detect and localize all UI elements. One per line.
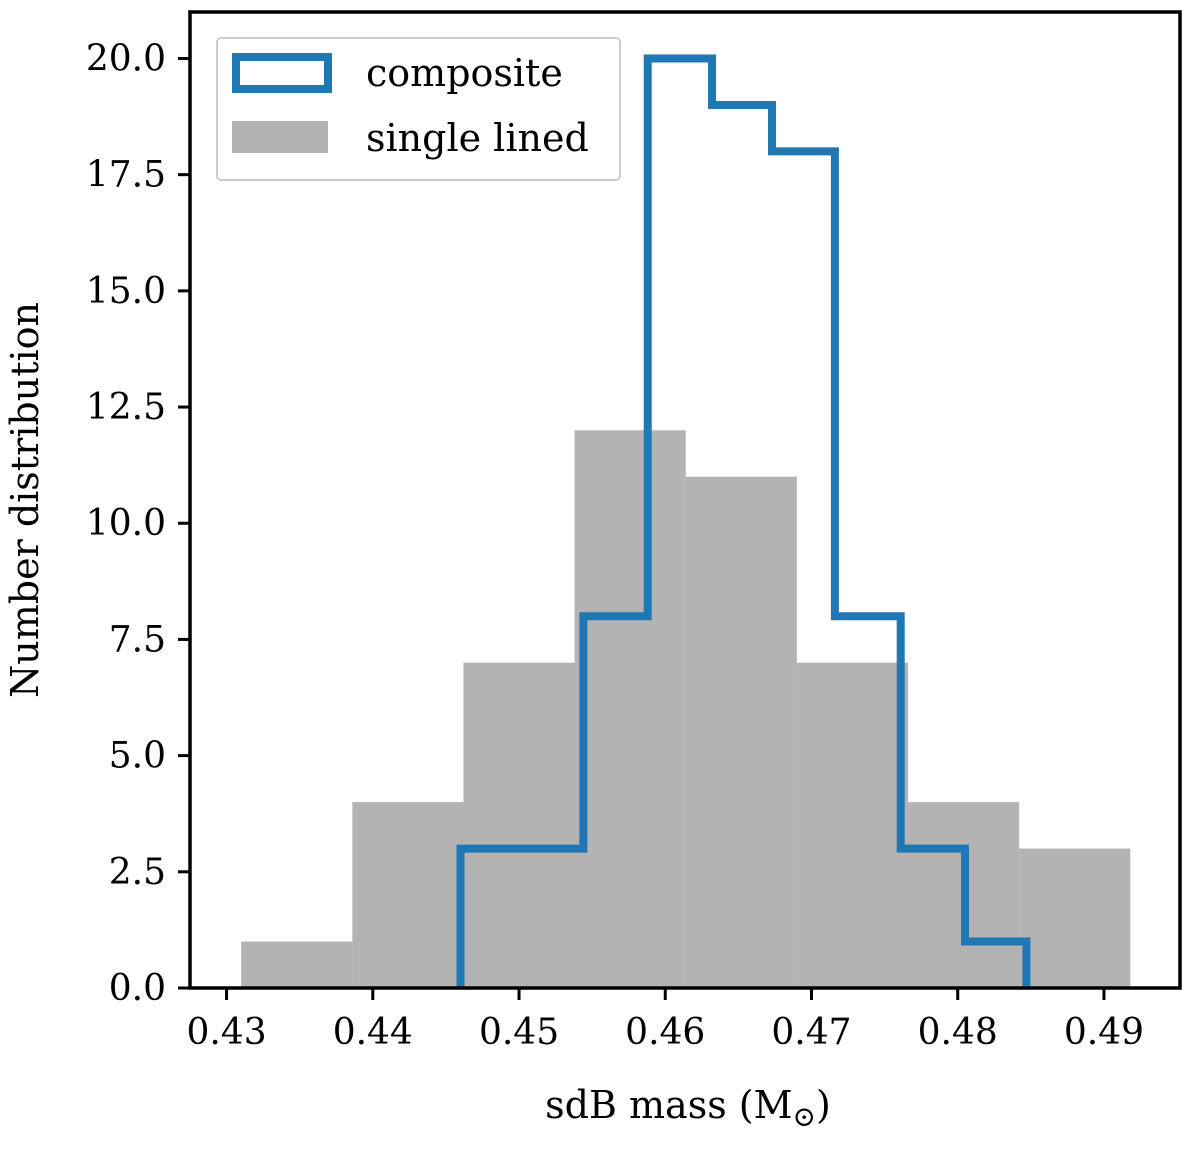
x-tick-label: 0.43 — [186, 1012, 266, 1053]
single-lined-bar — [463, 662, 575, 988]
x-tick-label: 0.48 — [918, 1012, 998, 1053]
single-lined-bar — [352, 802, 464, 988]
legend-swatch-composite — [232, 53, 332, 93]
y-tick-label: 20.0 — [86, 38, 166, 79]
single-lined-bar — [1019, 848, 1131, 988]
legend-label-single-lined: single lined — [366, 116, 589, 160]
axes — [188, 10, 1182, 990]
y-axis-label: Number distribution — [3, 302, 47, 698]
single-lined-bar — [796, 662, 909, 988]
y-tick-label: 7.5 — [109, 619, 166, 660]
y-tick-label: 15.0 — [86, 271, 166, 312]
plot-frame — [188, 10, 1182, 990]
y-tick-label: 10.0 — [86, 503, 166, 544]
y-tick-label: 2.5 — [109, 852, 166, 893]
x-tick-label: 0.49 — [1064, 1012, 1144, 1053]
single-lined-bar — [685, 476, 797, 988]
x-tick-label: 0.45 — [479, 1012, 559, 1053]
single-lined-bar — [241, 941, 353, 988]
y-tick-label: 5.0 — [109, 736, 166, 777]
y-tick-label: 0.0 — [109, 968, 166, 1009]
x-axis-label: sdB mass (M⊙) — [545, 1083, 831, 1133]
ticks: 0.43 0.44 0.45 0.46 0.47 0.48 0.49 0.0 2.5 5.0 7.5… — [86, 38, 1144, 1053]
legend-label-composite: composite — [366, 51, 563, 95]
y-tick-label: 17.5 — [86, 155, 166, 196]
y-tick-label: 12.5 — [86, 387, 166, 428]
legend-swatch-single-lined — [232, 121, 328, 153]
composite-step-line — [456, 54, 1031, 988]
x-tick-label: 0.47 — [771, 1012, 851, 1053]
x-tick-label: 0.44 — [333, 1012, 413, 1053]
single-lined-bar — [574, 430, 686, 988]
composite-step-series — [456, 54, 1031, 988]
x-tick-label: 0.46 — [625, 1012, 705, 1053]
single-lined-bars — [241, 430, 1131, 988]
legend: composite single lined — [216, 37, 621, 181]
